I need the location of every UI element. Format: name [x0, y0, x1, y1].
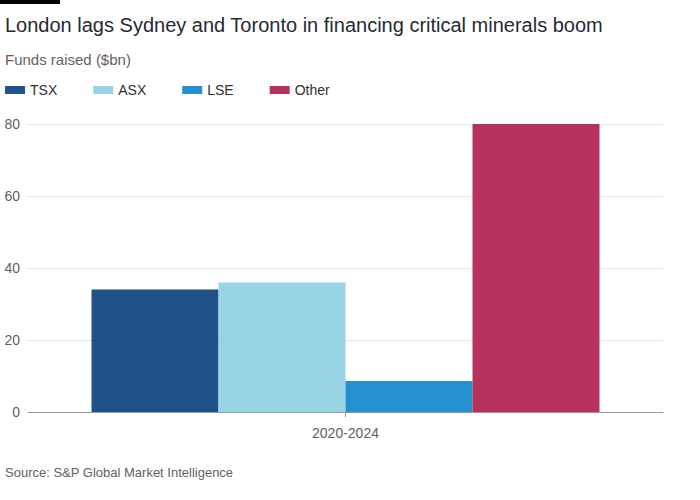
- svg-text:Other: Other: [295, 82, 330, 98]
- svg-text:80: 80: [4, 116, 20, 132]
- svg-text:Funds raised ($bn): Funds raised ($bn): [5, 51, 131, 68]
- svg-text:2020-2024: 2020-2024: [312, 425, 379, 441]
- svg-text:TSX: TSX: [30, 82, 58, 98]
- svg-text:40: 40: [4, 260, 20, 276]
- svg-text:Source: S&P Global Market Inte: Source: S&P Global Market Intelligence: [5, 465, 233, 480]
- svg-text:60: 60: [4, 188, 20, 204]
- svg-text:LSE: LSE: [207, 82, 233, 98]
- svg-text:London lags Sydney and Toronto: London lags Sydney and Toronto in financ…: [5, 14, 603, 36]
- svg-text:ASX: ASX: [118, 82, 147, 98]
- svg-text:0: 0: [12, 404, 20, 420]
- svg-text:20: 20: [4, 332, 20, 348]
